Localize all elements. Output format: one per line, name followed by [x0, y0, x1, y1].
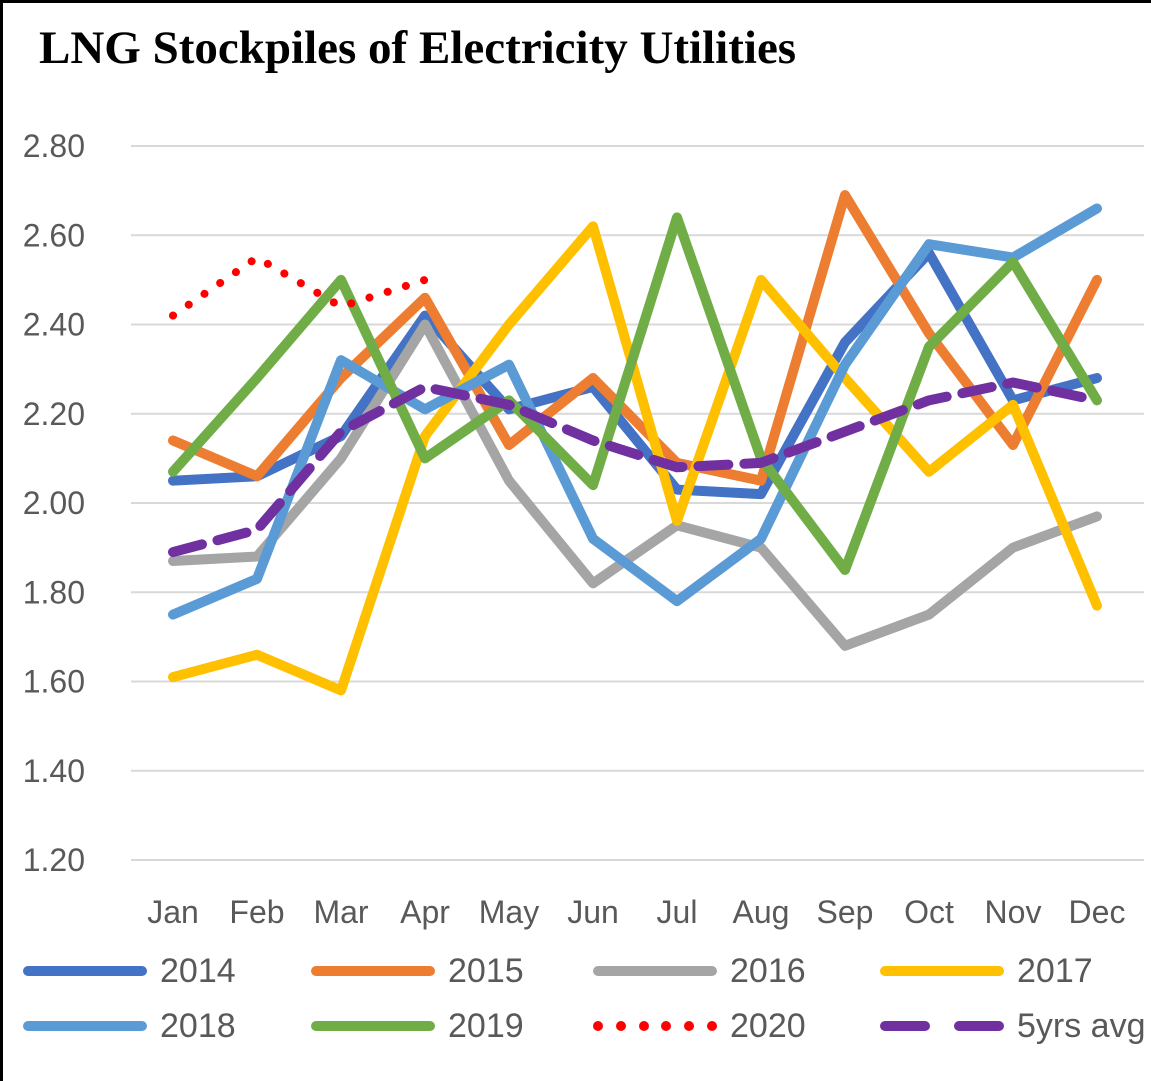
legend-item-2017: 2017 — [880, 949, 1093, 993]
legend-label: 2016 — [730, 951, 806, 990]
x-axis-tick-label: Oct — [904, 894, 954, 930]
legend-label: 2014 — [160, 951, 236, 990]
x-axis-tick-label: Aug — [733, 894, 790, 930]
x-axis-tick-label: May — [479, 894, 539, 930]
legend-label: 2019 — [448, 1006, 524, 1045]
series-line-2016 — [168, 319, 1102, 651]
y-axis-tick-label: 1.20 — [23, 842, 85, 878]
series-line-2019 — [168, 212, 1102, 575]
series-line-2020 — [169, 253, 429, 320]
y-axis-tick-label: 1.40 — [23, 753, 85, 789]
legend-item-5yrs-avg: 5yrs avg — [880, 1004, 1146, 1048]
legend-swatch-2016 — [593, 966, 717, 976]
series-line-2017 — [168, 221, 1102, 696]
x-axis-tick-label: Sep — [817, 894, 874, 930]
legend-swatch-2015 — [311, 966, 435, 976]
y-axis-tick-label: 2.80 — [23, 128, 85, 164]
line-chart-plot-area: 2.80 2.60 2.40 2.20 2.00 1.80 1.60 1.40 1.20 Jan F… — [23, 128, 1144, 930]
x-axis-tick-label: Dec — [1069, 894, 1126, 930]
x-axis-tick-label: Jul — [657, 894, 698, 930]
legend-label: 2017 — [1017, 951, 1093, 990]
series-line-5yrs-avg — [168, 377, 1102, 558]
legend-swatch-2018 — [23, 1021, 147, 1031]
y-axis-tick-label: 1.80 — [23, 574, 85, 610]
legend-item-2020: 2020 — [593, 1004, 806, 1048]
x-axis-tick-label: Jan — [147, 894, 199, 930]
y-axis-labels: 2.80 2.60 2.40 2.20 2.00 1.80 1.60 1.40 1.20 — [23, 128, 85, 878]
legend-label: 2015 — [448, 951, 524, 990]
chart-title: LNG Stockpiles of Electricity Utilities — [39, 22, 797, 74]
legend-item-2016: 2016 — [593, 949, 806, 993]
x-axis-tick-label: Jun — [567, 894, 619, 930]
legend-swatch-2020 — [593, 1021, 717, 1031]
legend-label: 2020 — [730, 1006, 806, 1045]
y-axis-tick-label: 2.20 — [23, 396, 85, 432]
x-axis-tick-label: Apr — [400, 894, 450, 930]
legend-swatch-2017 — [880, 966, 1004, 976]
y-axis-tick-label: 2.60 — [23, 217, 85, 253]
x-axis-labels: Jan Feb Mar Apr May Jun Jul Aug Sep Oct Nov Dec — [147, 894, 1125, 930]
x-axis-tick-label: Mar — [313, 894, 368, 930]
legend-label: 5yrs avg — [1017, 1006, 1146, 1045]
legend-item-2019: 2019 — [311, 1004, 524, 1048]
series-line-2018 — [168, 203, 1102, 620]
y-axis-tick-label: 2.40 — [23, 307, 85, 343]
legend-swatch-2019 — [311, 1021, 435, 1031]
legend-swatch-5yrs-avg — [880, 1021, 1004, 1031]
x-axis-tick-label: Nov — [985, 894, 1042, 930]
x-axis-tick-label: Feb — [229, 894, 284, 930]
y-axis-tick-label: 1.60 — [23, 664, 85, 700]
legend-item-2014: 2014 — [23, 949, 236, 993]
legend-swatch-2014 — [23, 966, 147, 976]
series-lines — [168, 190, 1102, 696]
legend-item-2018: 2018 — [23, 1004, 236, 1048]
y-axis-tick-label: 2.00 — [23, 485, 85, 521]
legend-label: 2018 — [160, 1006, 236, 1045]
legend-item-2015: 2015 — [311, 949, 524, 993]
